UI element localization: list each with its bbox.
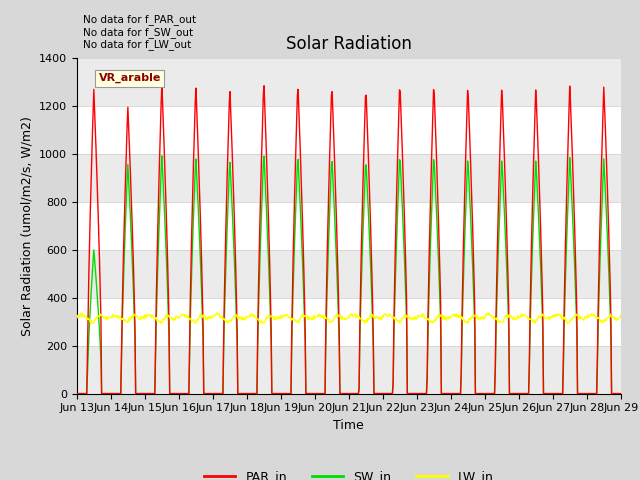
X-axis label: Time: Time <box>333 419 364 432</box>
Bar <box>77 106 621 154</box>
Text: No data for f_PAR_out
No data for f_SW_out
No data for f_LW_out: No data for f_PAR_out No data for f_SW_o… <box>83 14 196 50</box>
Bar <box>77 250 621 298</box>
Bar <box>77 298 621 346</box>
Title: Solar Radiation: Solar Radiation <box>286 35 412 53</box>
Text: VR_arable: VR_arable <box>99 73 161 84</box>
Bar <box>77 346 621 394</box>
Bar <box>77 58 621 106</box>
Y-axis label: Solar Radiation (umol/m2/s, W/m2): Solar Radiation (umol/m2/s, W/m2) <box>20 116 33 336</box>
Bar <box>77 202 621 250</box>
Legend: PAR_in, SW_in, LW_in: PAR_in, SW_in, LW_in <box>199 465 499 480</box>
Bar <box>77 154 621 202</box>
